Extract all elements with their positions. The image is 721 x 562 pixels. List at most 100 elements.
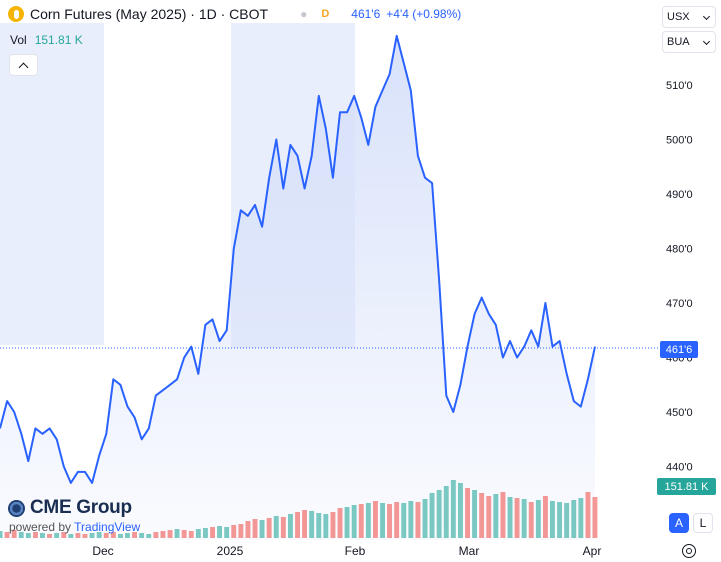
volume-bar: [295, 512, 300, 538]
settings-gear-icon[interactable]: [682, 544, 696, 558]
volume-bar: [330, 512, 336, 538]
volume-bar: [429, 493, 435, 538]
volume-bar: [89, 533, 95, 538]
volume-bar: [40, 533, 45, 538]
price-line: [0, 34, 596, 484]
volume-bar: [210, 527, 215, 538]
volume-bar: [465, 488, 470, 538]
volume-bar: [302, 510, 307, 538]
cme-globe-icon: [8, 499, 25, 517]
y-tick-label: 510'0: [666, 80, 693, 92]
volume-bar: [266, 518, 272, 538]
volume-value: 151.81 K: [34, 33, 83, 47]
volume-bar: [61, 532, 67, 538]
volume-bar: [351, 505, 357, 538]
price-area: [0, 35, 595, 541]
volume-bar: [273, 516, 279, 538]
volume-bar: [139, 533, 145, 538]
volume-bar: [422, 499, 428, 538]
volume-bar: [458, 483, 463, 538]
volume-bar: [564, 503, 570, 538]
volume-bar: [387, 504, 392, 538]
volume-bar: [118, 534, 123, 538]
volume-bar: [415, 502, 421, 538]
volume-bar: [167, 530, 173, 538]
volume-bar: [146, 534, 152, 538]
volume-bar: [132, 532, 137, 538]
volume-bar: [82, 534, 88, 538]
collapse-legend-button[interactable]: [9, 54, 38, 76]
y-tick-label: 500'0: [666, 135, 693, 147]
volume-bar: [224, 527, 230, 538]
volume-bar: [11, 530, 17, 538]
volume-bar: [54, 533, 60, 538]
volume-bar: [550, 501, 555, 538]
volume-bar: [521, 499, 527, 538]
volume-bar: [280, 517, 286, 538]
volume-bar: [18, 532, 24, 538]
volume-tag: 151.81 K: [657, 478, 716, 495]
auto-scale-button[interactable]: A: [669, 513, 689, 533]
volume-bar: [195, 529, 201, 538]
powered-by-tradingview[interactable]: powered by TradingView: [9, 520, 140, 534]
volume-bar: [408, 501, 414, 538]
tradingview-brand: TradingView: [74, 520, 141, 534]
volume-bar: [33, 532, 38, 538]
volume-bar: [110, 532, 116, 538]
currency-selector[interactable]: USX: [662, 6, 716, 28]
volume-bar: [0, 531, 3, 538]
volume-bar: [528, 502, 534, 538]
volume-bar: [153, 532, 159, 538]
volume-bar: [358, 504, 364, 538]
log-scale-button[interactable]: L: [693, 513, 713, 533]
volume-bar: [450, 480, 456, 538]
volume-bar: [103, 533, 109, 538]
volume-bar: [365, 503, 371, 538]
x-tick-label: Feb: [345, 544, 366, 558]
symbol-header: Corn Futures (May 2025) · 1D · CBOT ● D …: [8, 6, 461, 22]
status-dot-icon: ●: [300, 7, 308, 21]
volume-bar: [75, 533, 81, 538]
volume-bar: [585, 492, 591, 538]
volume-bar: [245, 521, 251, 538]
x-tick-label: Mar: [459, 544, 480, 558]
cme-group-logo[interactable]: CME Group: [8, 497, 132, 519]
volume-bar: [486, 496, 492, 538]
powered-by-label: powered by: [9, 520, 75, 534]
delayed-data-badge[interactable]: D: [321, 8, 330, 20]
unit-selector[interactable]: BUA: [662, 31, 716, 53]
volume-bar: [252, 519, 258, 538]
volume-bar: [288, 514, 293, 538]
volume-bar: [394, 502, 400, 538]
volume-bar: [96, 532, 102, 538]
last-price: 461'6: [351, 7, 381, 21]
volume-bar: [188, 531, 194, 538]
volume-bar: [479, 493, 485, 538]
x-tick-label: Apr: [583, 544, 602, 558]
x-tick-label: 2025: [217, 544, 244, 558]
volume-bar: [373, 501, 378, 538]
y-tick-label: 450'0: [666, 407, 693, 419]
volume-bar: [174, 529, 180, 538]
volume-bar: [557, 502, 562, 538]
y-tick-label: 470'0: [666, 298, 693, 310]
volume-bar: [535, 500, 541, 538]
volume-bar: [238, 524, 244, 538]
volume-bar: [507, 497, 513, 538]
volume-bar: [500, 492, 506, 538]
volume-bar: [25, 533, 31, 538]
volume-bar: [125, 533, 130, 538]
y-tick-label: 480'0: [666, 244, 693, 256]
volume-bar: [68, 534, 74, 538]
last-price-tag: 461'6: [660, 341, 698, 358]
corn-futures-logo-icon: [8, 6, 24, 22]
cme-logo-text: CME Group: [30, 497, 132, 518]
symbol-title[interactable]: Corn Futures (May 2025) · 1D · CBOT: [30, 6, 269, 22]
volume-bar: [344, 507, 350, 538]
volume-bar: [493, 494, 499, 538]
volume-bar: [571, 500, 577, 538]
volume-bar: [181, 530, 187, 538]
volume-bar: [323, 514, 329, 538]
volume-bar: [578, 498, 584, 538]
